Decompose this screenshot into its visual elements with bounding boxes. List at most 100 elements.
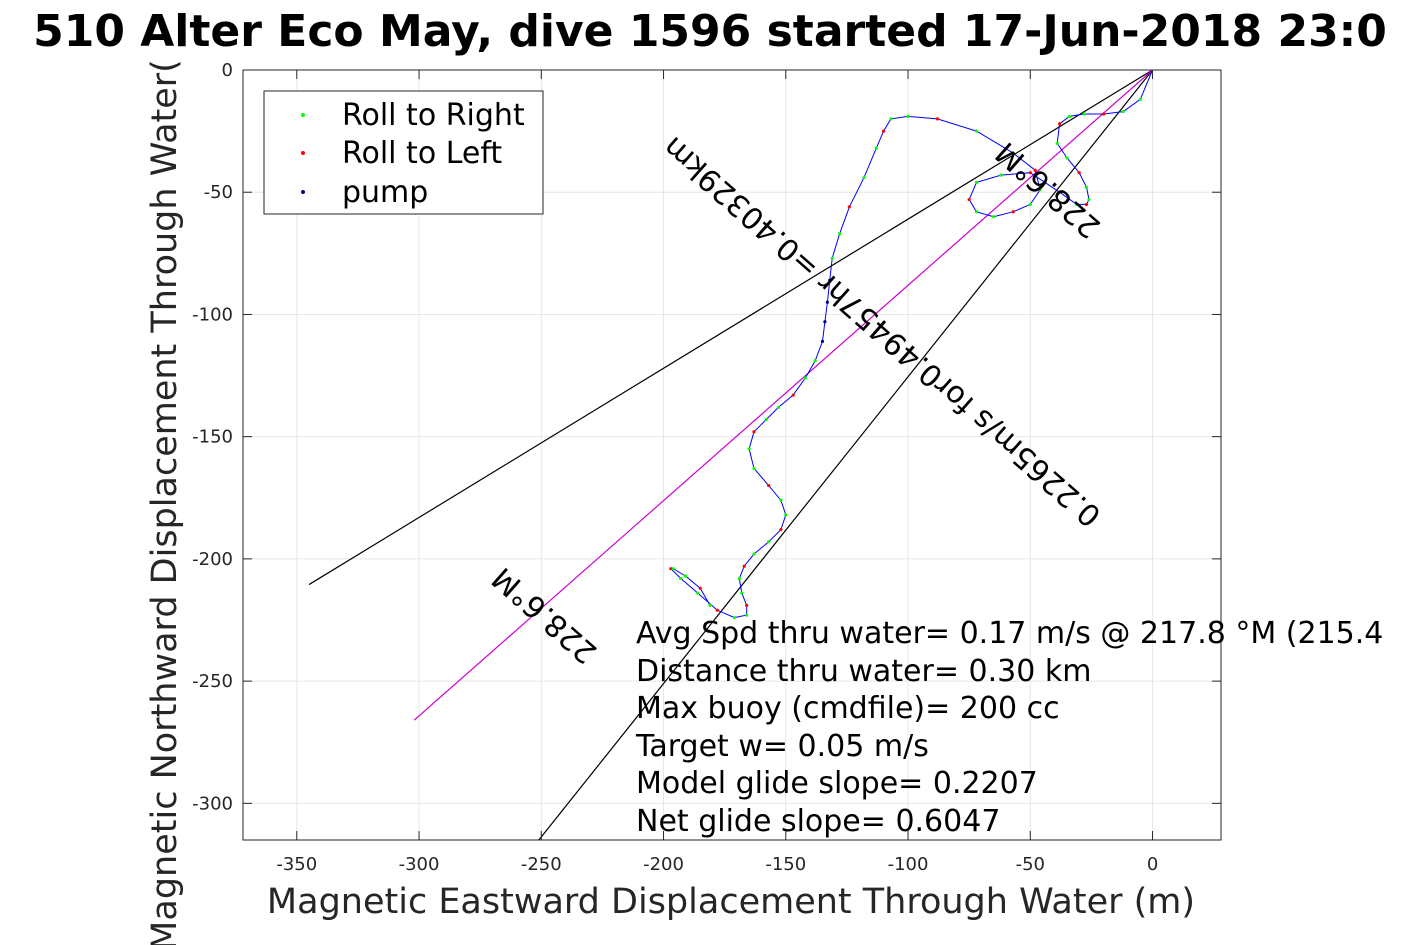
legend-label-pump: pump (342, 175, 428, 210)
y-axis-label: Magnetic Northward Displacement Through … (145, 59, 185, 945)
y-tick-label: -50 (204, 182, 233, 203)
y-tick-label: -300 (192, 793, 233, 814)
legend-marker-roll-right (301, 113, 305, 117)
stat-target-w: Target w= 0.05 m/s (635, 729, 929, 764)
track-point-pump (820, 339, 825, 343)
track-point-roll-left (1011, 210, 1015, 214)
track-point-roll-left (1033, 168, 1037, 172)
reference-line-3 (413, 69, 1153, 721)
track-point-roll-right (752, 552, 756, 556)
track-point-roll-right (747, 447, 751, 451)
y-axis-ticks: 0 -50 -100 -150 -200 -250 -300 (192, 60, 1221, 814)
y-tick-label: -150 (192, 427, 233, 448)
track-point-roll-right (767, 540, 771, 544)
track-point-roll-left (935, 117, 939, 121)
track-point-roll-right (1055, 141, 1059, 145)
track-point-roll-right (1058, 190, 1062, 194)
track-point-roll-left (1077, 171, 1081, 175)
track-point-roll-right (830, 256, 834, 260)
legend-label-roll-right: Roll to Right (342, 98, 525, 133)
dive-statistics: Avg Spd thru water= 0.17 m/s @ 217.8 °M … (635, 616, 1383, 839)
track-point-roll-right (764, 417, 768, 422)
track-point-roll-right (737, 576, 741, 581)
track-point-roll-left (1028, 171, 1032, 175)
stat-net-glide-slope: Net glide slope= 0.6047 (636, 804, 1000, 839)
track-point-roll-left (967, 197, 971, 202)
track-point-roll-left (752, 430, 756, 434)
track-point-roll-right (974, 180, 979, 185)
legend-box (263, 90, 544, 215)
chart-title: 510 Alter Eco May, dive 1596 started 17-… (33, 6, 1387, 57)
track-point-roll-right (837, 232, 842, 236)
track-point-roll-right (732, 615, 737, 620)
legend-label-roll-left: Roll to Left (342, 136, 502, 171)
y-tick-label: -100 (192, 304, 233, 325)
reference-line-2 (538, 69, 1154, 841)
track-point-roll-left (779, 527, 783, 532)
track-point-roll-right (999, 173, 1003, 177)
track-point-roll-left (881, 129, 886, 133)
track-point-roll-left (698, 586, 702, 590)
x-tick-label: -150 (765, 854, 806, 875)
x-tick-label: -300 (399, 854, 440, 875)
y-tick-label: -250 (192, 671, 233, 692)
stat-model-glide-slope: Model glide slope= 0.2207 (636, 766, 1038, 801)
track-point-roll-right (1138, 97, 1142, 101)
track-point-roll-right (906, 114, 910, 119)
y-tick-label: -200 (192, 549, 233, 570)
x-tick-label: -200 (643, 854, 684, 875)
track-point-roll-left (715, 608, 719, 612)
track-point-roll-left (669, 567, 673, 571)
track-point-roll-right (1011, 151, 1015, 155)
reference-lines (308, 69, 1154, 841)
grid (243, 69, 1221, 840)
legend-marker-roll-left (301, 151, 305, 155)
track-point-pump (828, 278, 832, 282)
track-point-roll-left (745, 603, 749, 607)
stat-avg-speed: Avg Spd thru water= 0.17 m/s @ 217.8 °M … (636, 616, 1383, 651)
x-tick-label: 0 (1147, 854, 1158, 875)
track-point-roll-right (679, 576, 683, 581)
track-point-roll-right (708, 603, 712, 607)
track-point-roll-right (779, 498, 783, 502)
track-point-roll-right (1082, 112, 1086, 116)
track-point-roll-right (745, 613, 749, 617)
x-tick-label: -350 (276, 854, 317, 875)
track-point-roll-right (1067, 114, 1072, 119)
track-point-roll-left (742, 564, 746, 568)
track-point-roll-right (776, 405, 781, 409)
legend-marker-pump (301, 190, 305, 194)
track-point-roll-right (752, 466, 756, 471)
x-tick-label: -50 (1016, 854, 1045, 875)
track-point-roll-right (992, 215, 996, 219)
track-point-roll-right (1075, 202, 1079, 207)
x-axis-ticks: -350 -300 -250 -200 -150 -100 -50 0 (276, 70, 1158, 875)
track-point-roll-right (696, 591, 700, 595)
track-point-roll-right (1121, 109, 1125, 114)
track-point-roll-right (974, 129, 979, 133)
track-point-roll-left (1102, 112, 1106, 116)
track-point-pump (825, 300, 829, 304)
track-point-roll-right (683, 574, 688, 578)
x-axis-label: Magnetic Eastward Displacement Through W… (267, 882, 1195, 922)
track-point-roll-left (1084, 202, 1089, 207)
track-point-roll-right (740, 591, 744, 595)
x-tick-label: -250 (521, 854, 562, 875)
track-point-roll-left (767, 483, 771, 488)
track-point-roll-right (1028, 202, 1032, 207)
dive-track (669, 69, 1153, 620)
track-point-roll-right (1065, 156, 1069, 160)
stat-distance: Distance thru water= 0.30 km (636, 654, 1091, 689)
track-point-roll-right (1084, 185, 1089, 189)
x-tick-label: -100 (888, 854, 929, 875)
y-tick-label: 0 (222, 60, 233, 81)
track-point-roll-right (813, 359, 817, 363)
legend: Roll to Right Roll to Left pump (263, 90, 544, 215)
track-point-roll-right (1087, 197, 1091, 202)
track-point-roll-right (889, 117, 893, 121)
track-point-roll-right (1038, 188, 1042, 192)
track-point-roll-right (862, 175, 866, 180)
track-point-roll-left (791, 393, 795, 397)
track-point-roll-right (671, 567, 675, 571)
